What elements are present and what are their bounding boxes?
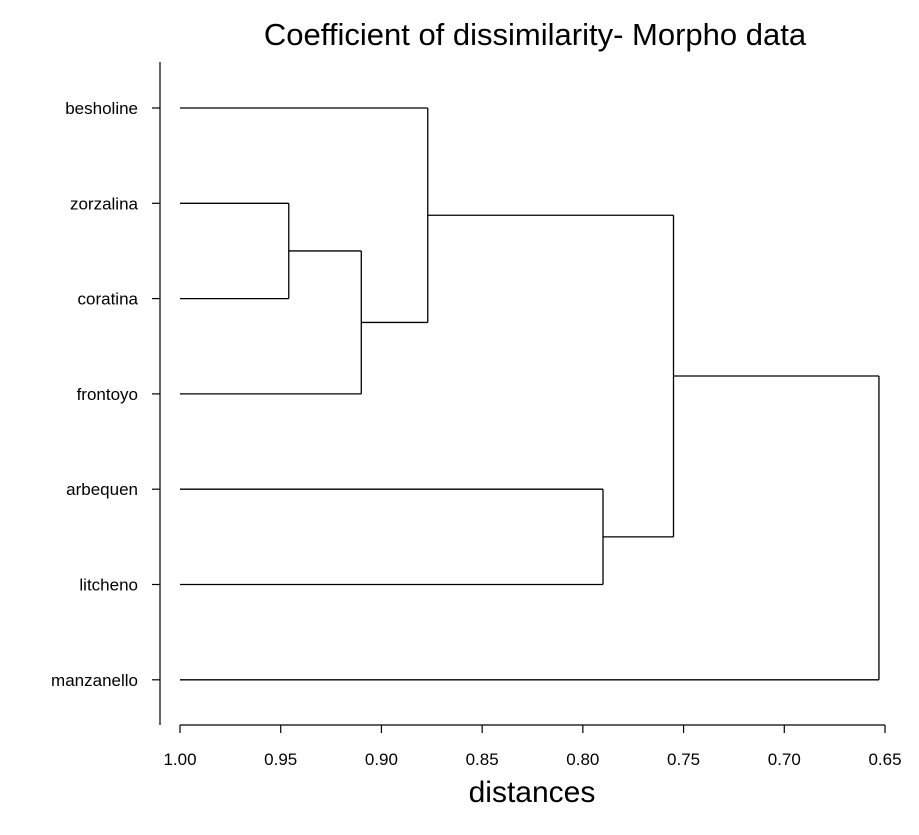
- leaf-label-besholine: besholine: [65, 99, 138, 118]
- x-tick-label: 0.65: [868, 750, 901, 769]
- x-tick-label: 0.70: [768, 750, 801, 769]
- x-tick-label: 0.90: [365, 750, 398, 769]
- x-tick-label: 1.00: [163, 750, 196, 769]
- x-tick-label: 0.85: [466, 750, 499, 769]
- leaf-label-coratina: coratina: [78, 290, 139, 309]
- chart-title: Coefficient of dissimilarity- Morpho dat…: [264, 17, 807, 52]
- x-tick-label: 0.95: [264, 750, 297, 769]
- x-ticks: 1.00 0.95 0.90 0.85 0.80 0.75 0.70 0.65: [163, 725, 902, 769]
- leaf-labels: besholine zorzalina coratina frontoyo arbequ…: [51, 99, 160, 690]
- leaf-label-manzanello: manzanello: [51, 671, 138, 690]
- leaf-label-litcheno: litcheno: [79, 576, 138, 595]
- x-tick-label: 0.75: [667, 750, 700, 769]
- leaf-label-frontoyo: frontoyo: [77, 385, 138, 404]
- x-axis-label: distances: [469, 776, 596, 809]
- leaf-label-zorzalina: zorzalina: [70, 194, 139, 213]
- leaf-label-arbequen: arbequen: [66, 480, 138, 499]
- dendrogram-branches: [180, 107, 880, 681]
- x-tick-label: 0.80: [566, 750, 599, 769]
